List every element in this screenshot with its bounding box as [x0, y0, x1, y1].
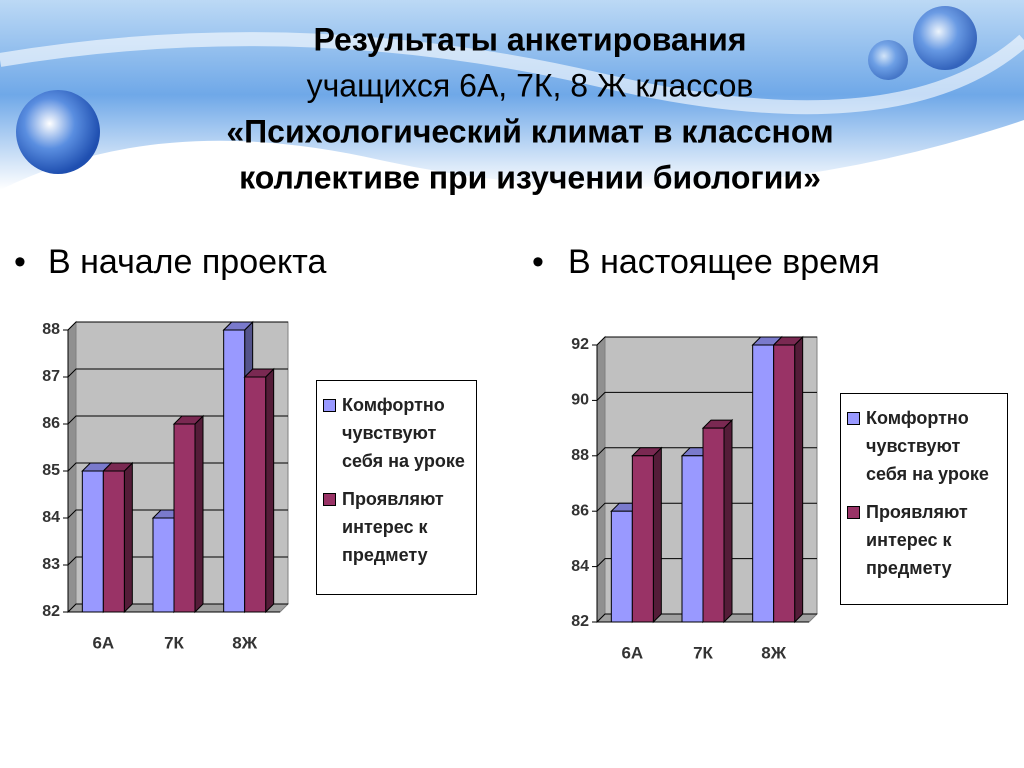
- y-tick-label: 83: [42, 556, 60, 573]
- y-tick-label: 82: [571, 613, 589, 630]
- bar: [81, 470, 104, 613]
- grid-line: [67, 556, 288, 566]
- bar: [223, 329, 246, 613]
- bar: [244, 376, 267, 613]
- x-tick-label: 7К: [164, 633, 184, 652]
- decor-ball: [913, 6, 977, 70]
- grid-line: [67, 509, 288, 519]
- y-tick-label: 87: [42, 368, 60, 385]
- background-wave: [0, 0, 1024, 190]
- y-tick-label: 86: [42, 415, 60, 432]
- legend-label: Комфортно чувствуют себя на уроке: [866, 408, 989, 484]
- x-tick-label: 8Ж: [232, 633, 257, 652]
- bar: [173, 423, 196, 613]
- bar-side: [194, 414, 204, 614]
- legend-entry: Комфортно чувствуют себя на уроке: [323, 391, 470, 475]
- bar: [702, 427, 725, 623]
- decor-ball: [868, 40, 908, 80]
- bar: [102, 470, 125, 613]
- grid-line: [596, 613, 817, 623]
- legend-swatch: [323, 399, 336, 412]
- legend-entry: Комфортно чувствуют себя на уроке: [847, 404, 1001, 488]
- grid-line: [67, 415, 288, 425]
- title-line: «Психологический климат в классном: [226, 113, 833, 149]
- x-tick-label: 7К: [693, 643, 713, 662]
- legend-swatch: [323, 493, 336, 506]
- bar: [610, 510, 633, 623]
- bar-side: [794, 335, 804, 624]
- legend-swatch: [847, 506, 860, 519]
- legend: Комфортно чувствуют себя на уроке Проявля…: [316, 380, 477, 595]
- bar: [152, 517, 175, 613]
- y-tick-label: 88: [42, 321, 60, 338]
- legend-label: Проявляют интерес к предмету: [342, 489, 444, 565]
- x-tick-label: 6А: [92, 633, 114, 652]
- grid-line: [67, 368, 288, 378]
- bar: [631, 455, 654, 623]
- y-tick-label: 85: [42, 462, 60, 479]
- y-tick-label: 88: [571, 447, 589, 464]
- grid-line: [596, 391, 817, 401]
- y-tick-label: 84: [571, 558, 589, 575]
- bullet: •: [532, 243, 544, 281]
- y-tick-label: 86: [571, 502, 589, 519]
- x-tick-label: 8Ж: [761, 643, 786, 662]
- y-tick-label: 90: [571, 392, 589, 409]
- legend-label: Комфортно чувствуют себя на уроке: [342, 395, 465, 471]
- bar-side: [123, 461, 133, 614]
- grid-line: [596, 558, 817, 567]
- title-line: Результаты анкетирования: [313, 21, 746, 57]
- legend-label: Проявляют интерес к предмету: [866, 502, 968, 578]
- grid-line: [67, 462, 288, 472]
- decor-ball: [16, 90, 100, 174]
- grid-line: [596, 502, 817, 512]
- grid-line: [596, 336, 817, 346]
- grid-line: [67, 321, 288, 331]
- y-tick-label: 82: [42, 603, 60, 620]
- plot-side-wall: [596, 335, 606, 624]
- legend-entry: Проявляют интерес к предмету: [323, 485, 470, 569]
- grid-line: [596, 447, 817, 457]
- bar: [752, 344, 775, 623]
- x-tick-label: 6А: [621, 643, 643, 662]
- legend-entry: Проявляют интерес к предмету: [847, 498, 1001, 582]
- bullet: •: [14, 243, 26, 281]
- legend: Комфортно чувствуют себя на уроке Проявля…: [840, 393, 1008, 605]
- chart-subtitle: В начале проекта: [48, 243, 326, 281]
- chart-subtitle: В настоящее время: [568, 243, 880, 281]
- bar-side: [723, 418, 733, 624]
- legend-swatch: [847, 412, 860, 425]
- bar: [773, 344, 796, 623]
- bar: [681, 455, 704, 623]
- bar-side: [652, 446, 662, 624]
- y-tick-label: 92: [571, 336, 589, 353]
- bar-side: [265, 367, 275, 614]
- grid-line: [67, 603, 288, 613]
- y-tick-label: 84: [42, 509, 60, 526]
- background-wave: [0, 32, 1024, 115]
- title-line: коллективе при изучении биологии»: [239, 159, 821, 195]
- title-line: учащихся 6А, 7К, 8 Ж классов: [307, 67, 754, 103]
